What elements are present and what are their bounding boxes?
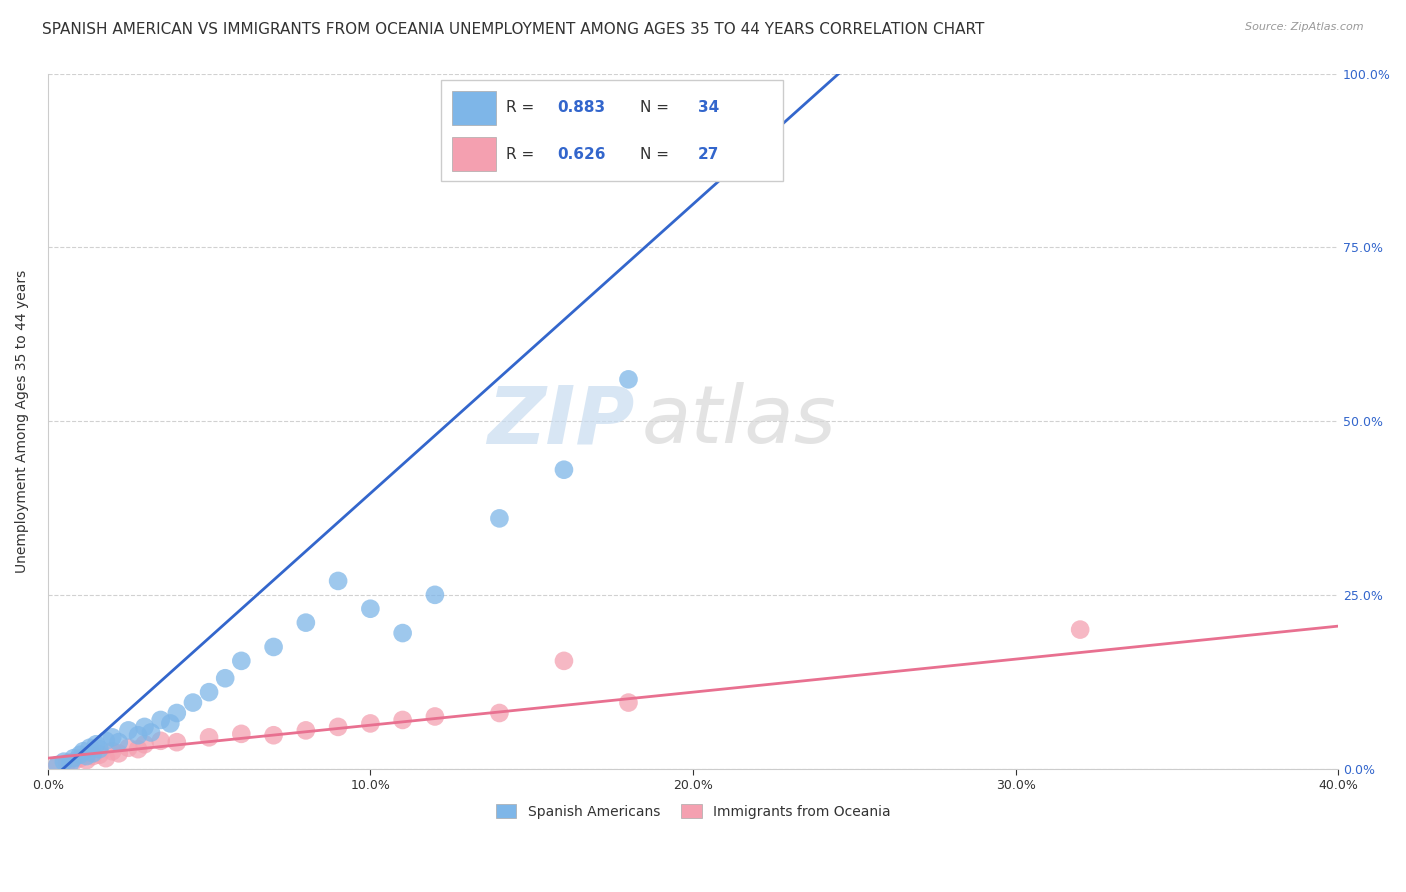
Point xyxy=(149,733,172,747)
Point xyxy=(75,749,97,764)
Point xyxy=(553,654,575,668)
Point xyxy=(263,640,285,654)
Point xyxy=(107,735,129,749)
Point xyxy=(134,737,156,751)
Point xyxy=(359,716,381,731)
Text: Source: ZipAtlas.com: Source: ZipAtlas.com xyxy=(1246,22,1364,32)
Point xyxy=(295,723,318,738)
Point xyxy=(617,372,640,386)
Point xyxy=(59,756,82,770)
Point xyxy=(617,696,640,710)
Text: SPANISH AMERICAN VS IMMIGRANTS FROM OCEANIA UNEMPLOYMENT AMONG AGES 35 TO 44 YEA: SPANISH AMERICAN VS IMMIGRANTS FROM OCEA… xyxy=(42,22,984,37)
Point xyxy=(326,720,349,734)
Point xyxy=(553,463,575,477)
Y-axis label: Unemployment Among Ages 35 to 44 years: Unemployment Among Ages 35 to 44 years xyxy=(15,269,30,573)
Legend: Spanish Americans, Immigrants from Oceania: Spanish Americans, Immigrants from Ocean… xyxy=(491,798,896,824)
Point xyxy=(107,747,129,761)
Point xyxy=(391,713,413,727)
Point xyxy=(488,511,510,525)
Point xyxy=(46,758,69,772)
Point xyxy=(159,716,181,731)
Point xyxy=(94,733,117,747)
Point xyxy=(101,744,124,758)
Point xyxy=(231,727,253,741)
Point xyxy=(1069,623,1091,637)
Point xyxy=(423,709,446,723)
Point xyxy=(127,742,149,756)
Point xyxy=(423,588,446,602)
Point xyxy=(181,696,204,710)
Point xyxy=(82,749,104,764)
Point xyxy=(89,742,111,756)
Point xyxy=(72,744,94,758)
Point xyxy=(134,720,156,734)
Point xyxy=(359,601,381,615)
Point xyxy=(117,740,139,755)
Point xyxy=(326,574,349,588)
Point xyxy=(198,685,221,699)
Point xyxy=(94,751,117,765)
Point xyxy=(69,751,91,765)
Text: atlas: atlas xyxy=(641,382,837,460)
Point xyxy=(62,755,84,769)
Point xyxy=(75,753,97,767)
Point xyxy=(69,747,91,762)
Point xyxy=(149,713,172,727)
Text: ZIP: ZIP xyxy=(488,382,636,460)
Point xyxy=(46,758,69,772)
Point xyxy=(139,725,162,739)
Point xyxy=(89,747,111,762)
Point xyxy=(117,723,139,738)
Point xyxy=(79,740,101,755)
Point xyxy=(62,751,84,765)
Point xyxy=(56,756,79,770)
Point xyxy=(166,706,188,720)
Point xyxy=(198,731,221,745)
Point xyxy=(263,728,285,742)
Point xyxy=(82,747,104,761)
Point xyxy=(127,728,149,742)
Point xyxy=(295,615,318,630)
Point xyxy=(52,755,75,769)
Point xyxy=(84,737,107,751)
Point xyxy=(101,731,124,745)
Point xyxy=(391,626,413,640)
Point xyxy=(231,654,253,668)
Point xyxy=(166,735,188,749)
Point xyxy=(488,706,510,720)
Point xyxy=(214,671,236,685)
